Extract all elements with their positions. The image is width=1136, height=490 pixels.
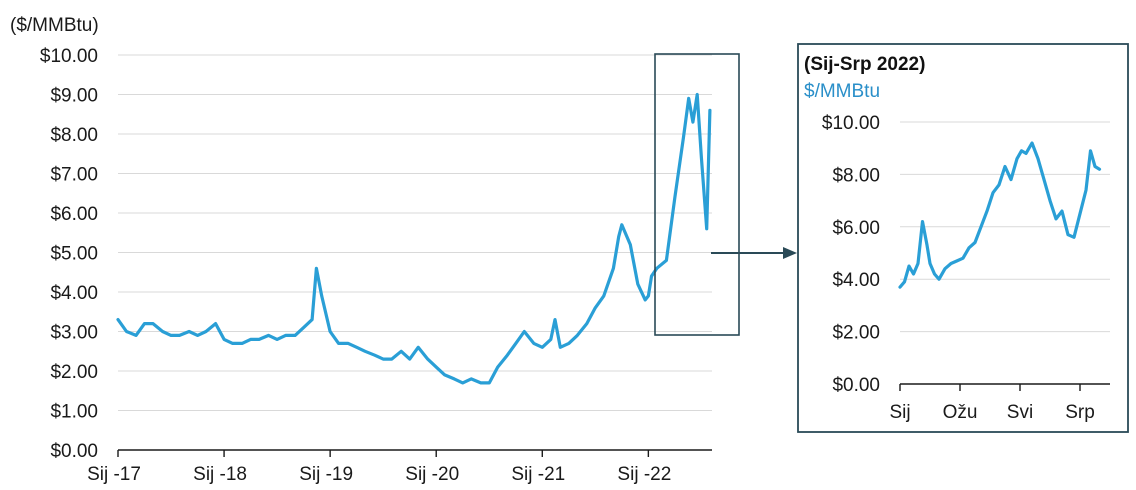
y-tick-label: $6.00 xyxy=(50,204,98,225)
series-line xyxy=(116,92,712,385)
y-tick-label: $5.00 xyxy=(50,244,98,265)
main-y-unit-label: ($/MMBtu) xyxy=(10,15,99,36)
y-tick-label: $4.00 xyxy=(50,283,98,304)
inset-gridlines xyxy=(900,121,1110,333)
connector-arrow xyxy=(711,247,797,259)
x-tick-label: Sij -20 xyxy=(405,464,459,485)
inset-series xyxy=(898,141,1102,289)
main-x-ticks: Sij -17 Sij -18 Sij -19 Sij -20 Sij -21 Sij -… xyxy=(87,450,671,485)
x-tick-label: Sij -17 xyxy=(87,464,141,485)
y-tick-label: $2.00 xyxy=(832,323,880,344)
x-tick-label: Ožu xyxy=(943,402,978,423)
x-tick-label: Sij xyxy=(889,402,910,423)
main-y-tick-labels: $0.00 $1.00 $2.00 $3.00 $4.00 $5.00 $6.00 $7.00… xyxy=(40,46,98,462)
y-tick-label: $0.00 xyxy=(50,441,98,462)
y-tick-label: $7.00 xyxy=(50,165,98,186)
y-tick-label: $1.00 xyxy=(50,402,98,423)
main-chart: ($/MMBtu) $0.00 $1.00 $2.00 $3.00 $4.00 $5.00… xyxy=(10,15,740,485)
y-tick-label: $3.00 xyxy=(50,323,98,344)
x-tick-label: Sij -18 xyxy=(193,464,247,485)
y-tick-label: $10.00 xyxy=(822,113,880,134)
x-tick-label: Sij -19 xyxy=(299,464,353,485)
x-tick-label: Sij -21 xyxy=(511,464,565,485)
y-tick-label: $2.00 xyxy=(50,362,98,383)
x-tick-label: Sij -22 xyxy=(617,464,671,485)
y-tick-label: $9.00 xyxy=(50,86,98,107)
inset-x-ticks: Sij Ožu Svi Srp xyxy=(889,384,1095,423)
series-line xyxy=(898,141,1102,289)
inset-chart: (Sij-Srp 2022) $/MMBtu $0.00 $2.00 $4.00 $6… xyxy=(797,43,1129,433)
y-tick-label: $4.00 xyxy=(832,270,880,291)
y-tick-label: $6.00 xyxy=(832,218,880,239)
x-tick-label: Svi xyxy=(1007,402,1033,423)
highlight-box xyxy=(654,53,740,336)
y-tick-label: $8.00 xyxy=(50,125,98,146)
x-tick-label: Srp xyxy=(1065,402,1095,423)
y-tick-label: $8.00 xyxy=(832,165,880,186)
inset-y-tick-labels: $0.00 $2.00 $4.00 $6.00 $8.00 $10.00 xyxy=(822,113,880,396)
inset-title: (Sij-Srp 2022) xyxy=(804,54,925,75)
inset-y-unit-label: $/MMBtu xyxy=(804,81,880,102)
y-tick-label: $10.00 xyxy=(40,46,98,67)
main-gridlines xyxy=(118,54,712,411)
y-tick-label: $0.00 xyxy=(832,375,880,396)
main-series xyxy=(116,92,712,385)
